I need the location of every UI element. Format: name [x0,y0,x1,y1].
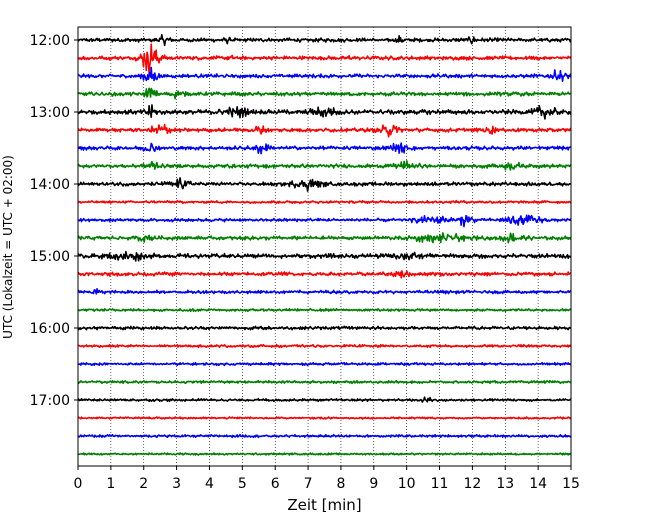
trace-14:30 [78,214,571,228]
trace-17:45 [78,452,571,456]
plot-frame [77,26,572,467]
y-tick-label: 16:00 [30,321,70,337]
traces-group [78,33,571,456]
x-tick-label: 15 [562,476,580,492]
x-tick-label: 4 [205,476,214,492]
trace-14:00 [78,177,571,192]
x-tick-label: 13 [496,476,514,492]
y-tick-label: 17:00 [30,393,70,409]
trace-14:45 [78,232,571,244]
trace-15:30 [78,287,571,295]
y-ticks: 12:00 13:00 14:00 15:00 16:00 17:00 [30,33,78,409]
trace-15:45 [78,307,571,313]
x-tick-label: 1 [106,476,115,492]
trace-16:45 [78,379,571,385]
x-tick-label: 2 [139,476,148,492]
y-tick-label: 14:00 [30,177,70,193]
trace-17:15 [78,416,571,420]
trace-13:00 [78,104,571,120]
y-tick-label: 13:00 [30,105,70,121]
trace-15:00 [78,250,571,262]
x-tick-label: 11 [431,476,449,492]
x-ticks: 0 1 2 3 4 5 6 7 8 9 10 11 12 13 14 15 [74,466,580,492]
x-tick-label: 0 [74,476,83,492]
trace-13:30 [78,142,571,155]
trace-16:15 [78,343,571,349]
vertical-gridlines [110,27,539,466]
trace-17:30 [78,433,571,439]
trace-12:00 [78,33,571,47]
x-tick-label: 7 [304,476,313,492]
y-tick-label: 15:00 [30,249,70,265]
x-tick-label: 10 [398,476,416,492]
y-axis-label: UTC (Lokalzeit = UTC + 02:00) [1,155,15,339]
trace-13:45 [78,160,571,171]
x-tick-label: 9 [369,476,378,492]
trace-13:15 [78,123,571,138]
x-tick-label: 5 [238,476,247,492]
x-tick-label: 14 [529,476,547,492]
trace-12:30 [78,66,571,82]
x-axis-label: Zeit [min] [287,496,361,514]
x-tick-label: 3 [172,476,181,492]
trace-16:00 [78,325,571,331]
trace-14:15 [78,199,571,205]
y-tick-label: 12:00 [30,33,70,49]
trace-16:30 [78,361,571,367]
trace-15:15 [78,270,571,279]
x-tick-label: 6 [271,476,280,492]
trace-12:45 [78,87,571,100]
trace-12:15 [78,43,571,75]
x-tick-label: 8 [336,476,345,492]
x-tick-label: 12 [463,476,481,492]
trace-17:00 [78,396,571,403]
